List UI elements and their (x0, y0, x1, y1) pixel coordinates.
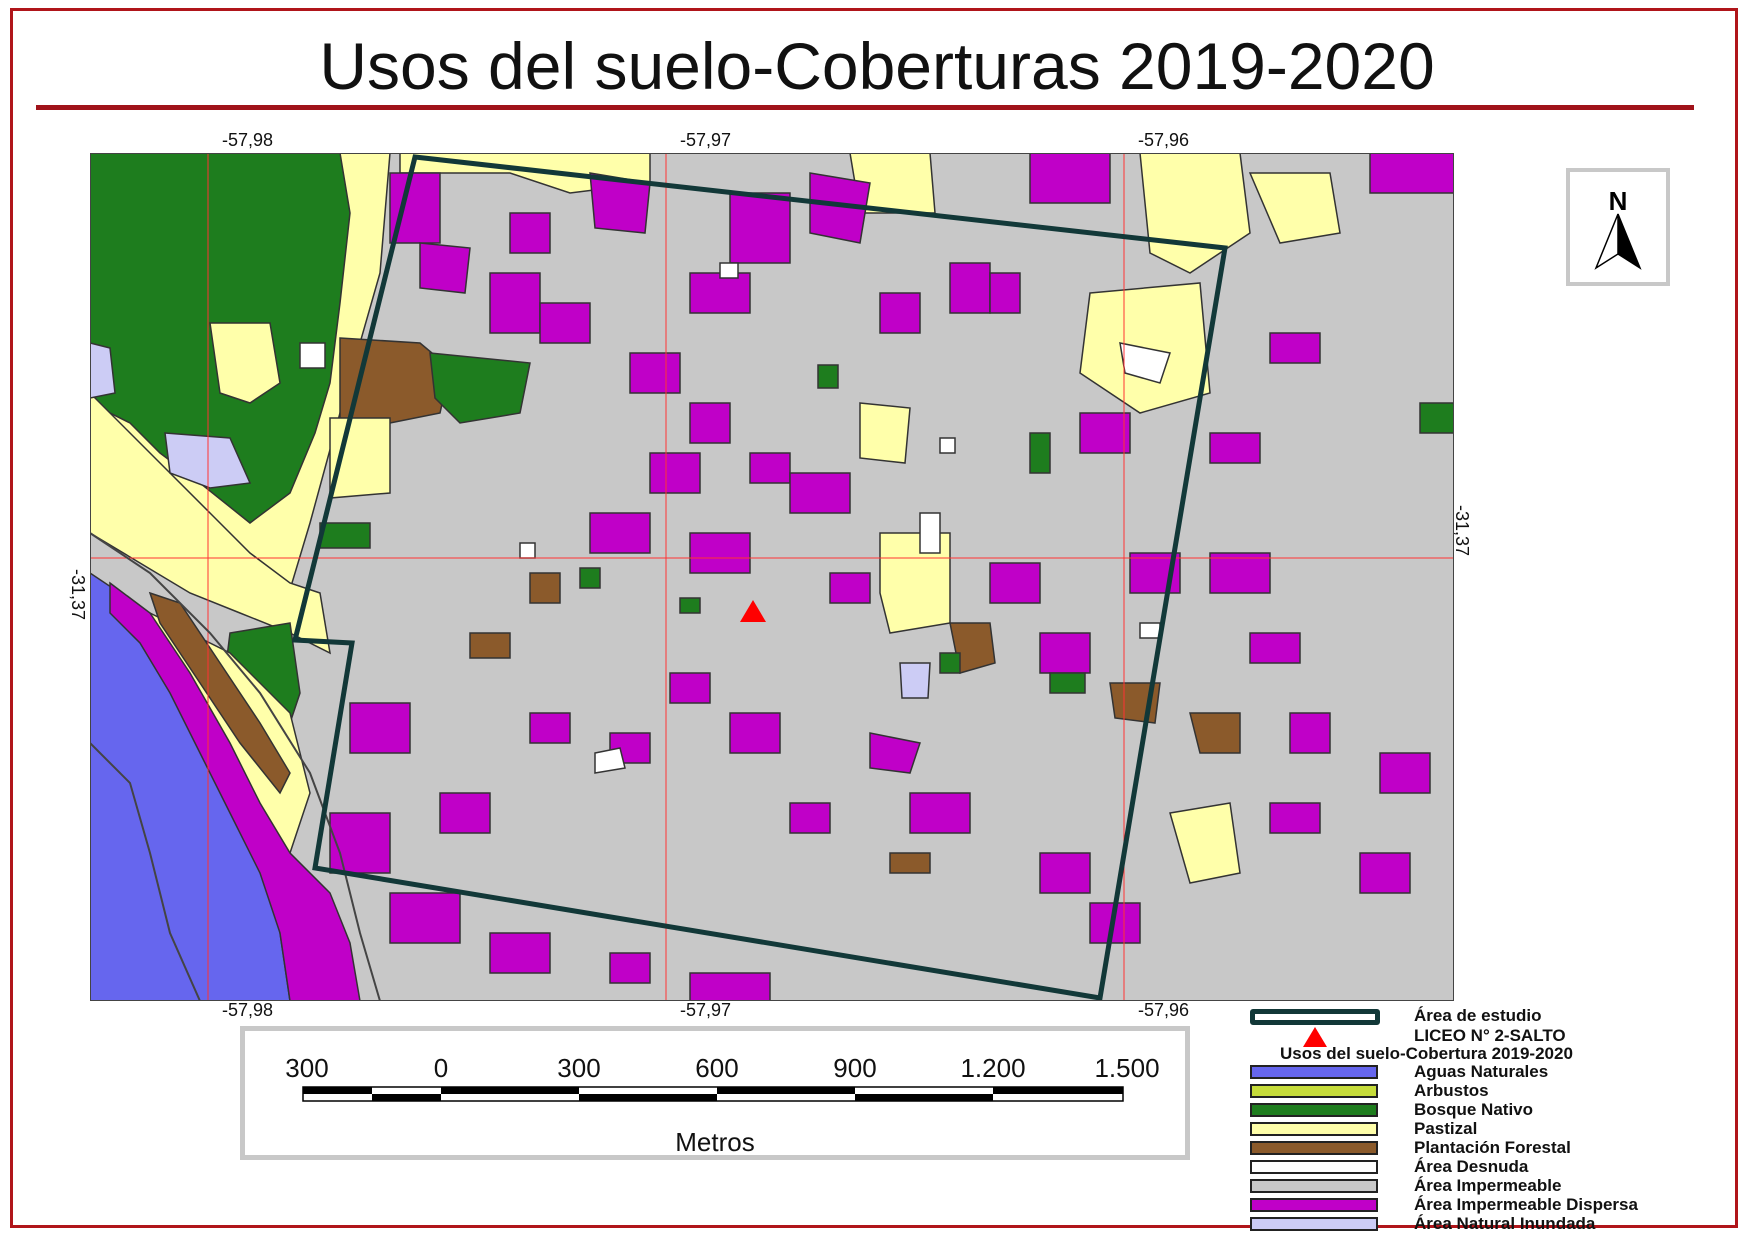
legend-swatch-6 (1250, 1179, 1378, 1193)
desnuda-east (1119, 342, 1171, 384)
bosque-nativo-patches (319, 364, 1454, 694)
scale-bar (302, 1086, 1124, 1102)
coord-right: -31,37 (1452, 504, 1473, 557)
scale-label-6: 1.500 (1094, 1053, 1160, 1083)
legend-swatch-2 (1250, 1103, 1378, 1117)
pastizal-center (859, 402, 911, 464)
impermeable-dispersa-coast (109, 581, 361, 1001)
bosque-center-west (429, 352, 531, 424)
area-desnuda-patches (299, 262, 1161, 774)
legend-label-6: Área Impermeable (1414, 1176, 1562, 1195)
scale-label-5: 1.200 (960, 1053, 1026, 1083)
map-title: Usos del suelo-Coberturas 2019-2020 (319, 29, 1435, 103)
plantacion-m (469, 632, 511, 659)
pastizal-clearing (209, 322, 281, 404)
plantacion-se-2 (1189, 712, 1241, 754)
title-underline (36, 105, 1694, 110)
impermeable-dispersa-patches (329, 153, 1454, 1001)
land-cover-map (90, 153, 1454, 1001)
legend-label-1: Arbustos (1414, 1081, 1489, 1100)
legend-swatch-3 (1250, 1122, 1378, 1136)
inundada-west-2 (90, 342, 116, 399)
legend-swatch-5 (1250, 1160, 1378, 1174)
legend-swatch-7 (1250, 1198, 1378, 1212)
inundada-center (899, 662, 931, 699)
coord-top-3: -57,96 (1138, 130, 1190, 150)
legend-label-0: Aguas Naturales (1414, 1062, 1549, 1081)
scale-label-1: 0 (433, 1053, 449, 1083)
road-line-2 (90, 742, 201, 1001)
scale-label-3: 600 (695, 1053, 739, 1083)
legend-label-8: Área Natural Inundada (1414, 1214, 1596, 1233)
legend-heading: Usos del suelo-Cobertura 2019-2020 (1280, 1044, 1573, 1063)
legend-swatch-4 (1250, 1141, 1378, 1155)
legend-label-5: Área Desnuda (1414, 1157, 1529, 1176)
scale-label-4: 900 (833, 1053, 877, 1083)
coord-left: -31,37 (68, 568, 89, 621)
north-arrow-icon (1594, 213, 1642, 270)
plantacion-s (889, 852, 931, 874)
coord-bottom-2: -57,97 (680, 1000, 732, 1020)
road-line (90, 532, 381, 1001)
scale-bar-box: 300 0 300 600 900 1.200 1.500 Metros (240, 1026, 1190, 1160)
legend-swatch-1 (1250, 1084, 1378, 1098)
north-label: N (1608, 186, 1628, 216)
scale-label-0: 300 (285, 1053, 329, 1083)
legend-swatch-8 (1250, 1217, 1378, 1231)
legend-point-label: LICEO N° 2-SALTO (1414, 1026, 1566, 1045)
scale-label-2: 300 (557, 1053, 601, 1083)
coord-top-1: -57,98 (222, 130, 274, 150)
legend-study-area-label: Área de estudio (1414, 1006, 1542, 1025)
legend-point-icon (1303, 1027, 1327, 1047)
plantacion-w (529, 572, 561, 604)
legend-study-area-swatch (1250, 1009, 1380, 1025)
map-border (90, 153, 1454, 1001)
pastizal-east-3 (1248, 172, 1341, 244)
plantacion-coast (148, 591, 291, 795)
legend-swatch-0 (1250, 1065, 1378, 1079)
legend: Área de estudio LICEO N° 2-SALTO Usos de… (1250, 1005, 1730, 1233)
page-frame (10, 8, 1738, 1228)
coord-top-2: -57,97 (680, 130, 732, 150)
coord-bottom-3: -57,96 (1138, 1000, 1190, 1020)
coord-bottom-1: -57,98 (222, 1000, 274, 1020)
study-area-outline[interactable] (291, 154, 1228, 1001)
legend-label-3: Pastizal (1414, 1119, 1478, 1138)
pastizal-west-2 (90, 391, 331, 655)
legend-label-2: Bosque Nativo (1414, 1100, 1534, 1119)
legend-label-4: Plantación Forestal (1414, 1138, 1571, 1157)
liceo-marker[interactable] (740, 600, 766, 622)
scale-unit: Metros (675, 1127, 755, 1157)
north-arrow-box: N (1566, 168, 1670, 286)
legend-label-7: Área Impermeable Dispersa (1414, 1195, 1638, 1214)
pastizal-se (1169, 802, 1241, 884)
